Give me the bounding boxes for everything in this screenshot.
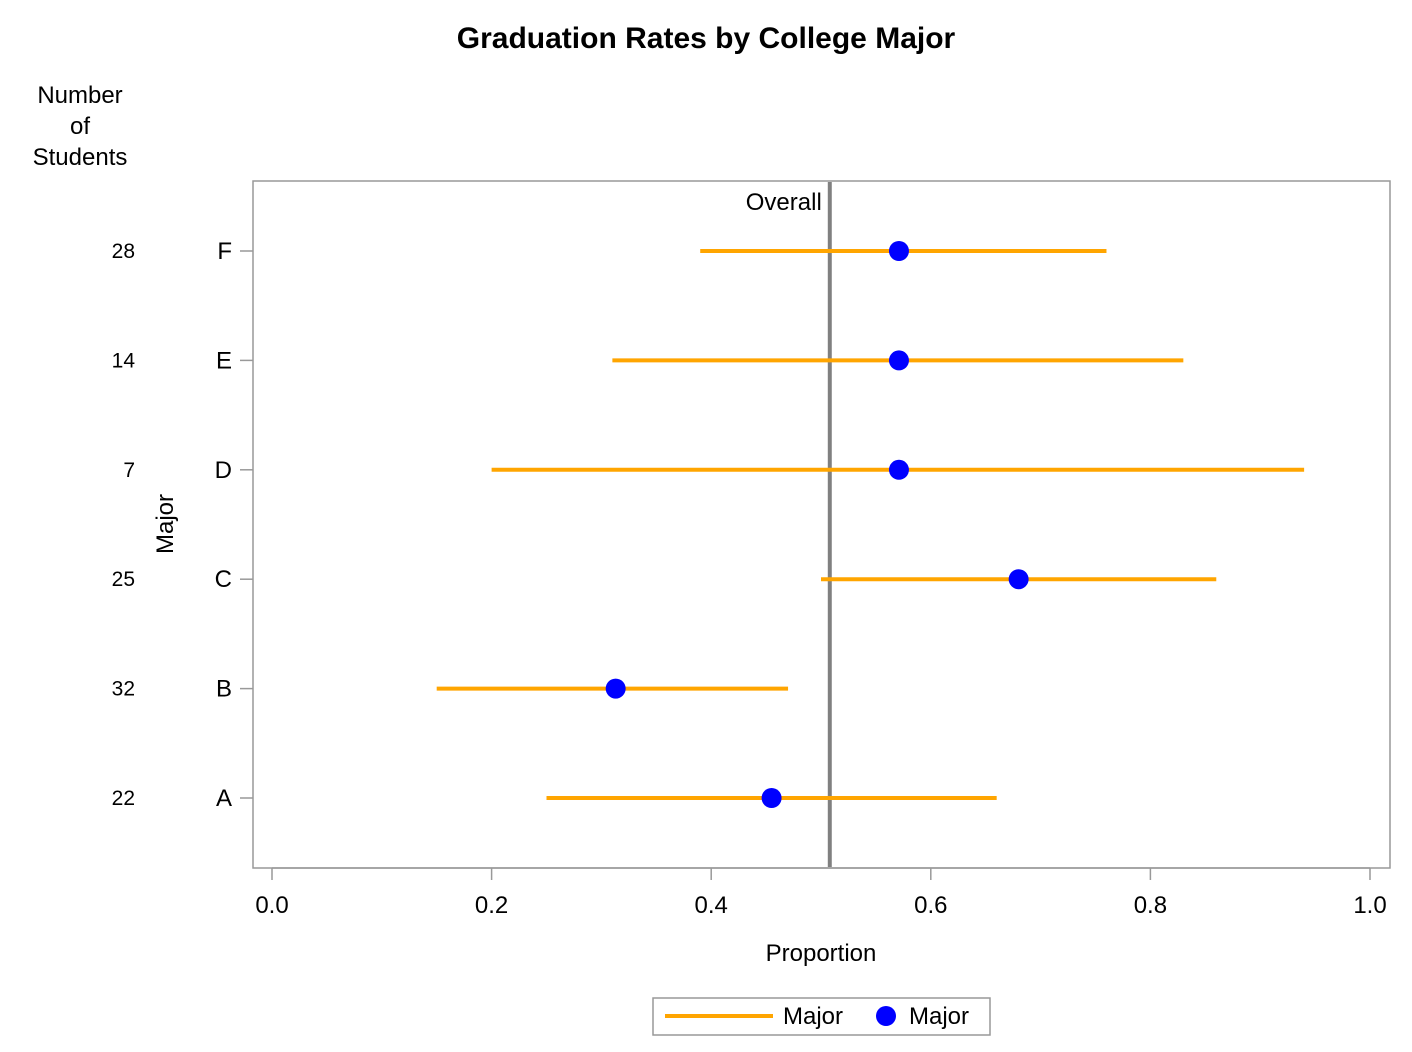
- proportion-point: [888, 350, 909, 371]
- y-axis: F E D C B A: [215, 238, 253, 812]
- student-count: 32: [112, 678, 135, 701]
- plot-frame: [252, 180, 1391, 869]
- count-header: Number of Students: [33, 82, 128, 171]
- student-count: 7: [123, 459, 135, 482]
- student-count: 22: [112, 787, 135, 810]
- point-series: [605, 241, 1029, 808]
- x-tick-label: 1.0: [1353, 892, 1386, 919]
- chart-title: Graduation Rates by College Major: [457, 22, 956, 55]
- proportion-point: [888, 241, 909, 261]
- count-header-line-2: of: [70, 113, 90, 140]
- y-axis-title: Major: [152, 494, 179, 554]
- x-axis: 0.0 0.2 0.4 0.6 0.8 1.0: [255, 867, 1387, 919]
- x-tick-label: 0.0: [255, 892, 288, 919]
- y-tick-label: E: [216, 347, 232, 374]
- proportion-point: [1008, 569, 1029, 590]
- interval-series: [436, 249, 1305, 800]
- count-header-line-1: Number: [37, 82, 122, 109]
- legend-point-label: Major: [909, 1003, 969, 1030]
- legend: Major Major: [652, 997, 991, 1036]
- legend-interval-label: Major: [783, 1003, 843, 1030]
- x-tick-label: 0.8: [1134, 892, 1167, 919]
- legend-point-swatch: [876, 1006, 896, 1026]
- x-tick-label: 0.6: [914, 892, 947, 919]
- student-count: 25: [112, 568, 135, 591]
- student-count: 14: [112, 349, 136, 372]
- x-tick-label: 0.4: [695, 892, 728, 919]
- proportion-point: [761, 788, 782, 808]
- y-tick-label: A: [216, 785, 232, 812]
- y-tick-label: C: [215, 566, 232, 593]
- y-tick-label: D: [215, 457, 232, 484]
- y-tick-label: F: [217, 238, 232, 265]
- x-tick-label: 0.2: [475, 892, 508, 919]
- overall-reference-label: Overall: [746, 189, 822, 216]
- proportion-point: [605, 678, 626, 699]
- count-header-line-3: Students: [33, 144, 128, 171]
- y-tick-label: B: [216, 676, 232, 703]
- proportion-point: [888, 459, 909, 480]
- count-column: 28 14 7 25 32 22: [112, 240, 136, 810]
- overall-reference: Overall: [746, 182, 832, 867]
- x-axis-title: Proportion: [766, 940, 877, 967]
- student-count: 28: [112, 240, 135, 263]
